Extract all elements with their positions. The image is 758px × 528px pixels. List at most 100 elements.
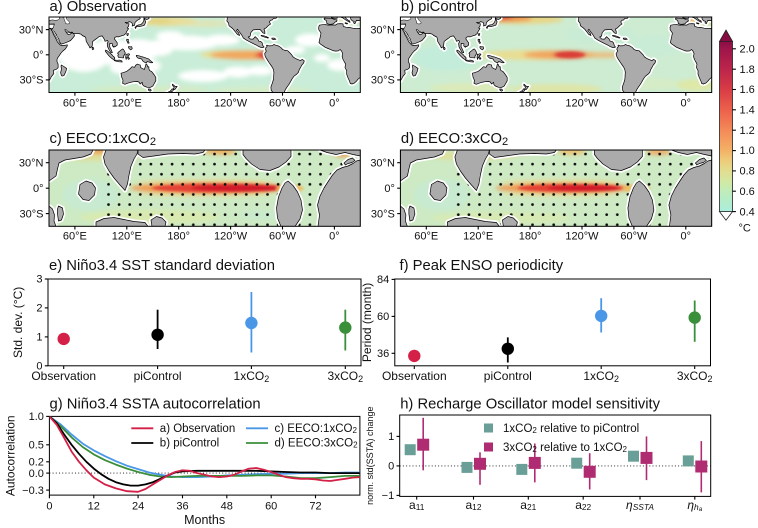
svg-text:120°W: 120°W xyxy=(214,231,248,243)
svg-text:120°W: 120°W xyxy=(565,231,599,243)
svg-text:180°: 180° xyxy=(519,231,542,243)
svg-text:piControl: piControl xyxy=(134,369,182,383)
svg-text:3xCO2: 3xCO2 xyxy=(327,369,363,384)
svg-text:1.6: 1.6 xyxy=(740,84,755,96)
svg-text:30°N: 30°N xyxy=(19,24,44,36)
svg-text:0: 0 xyxy=(36,361,42,373)
svg-text:b) piControl: b) piControl xyxy=(401,0,477,15)
svg-text:0.5: 0.5 xyxy=(29,439,44,451)
svg-text:120°E: 120°E xyxy=(112,98,142,110)
svg-text:30°S: 30°S xyxy=(20,208,44,220)
svg-text:36: 36 xyxy=(176,501,188,513)
svg-text:f) Peak ENSO periodicity: f) Peak ENSO periodicity xyxy=(400,258,564,274)
svg-text:48: 48 xyxy=(221,501,233,513)
svg-text:1.4: 1.4 xyxy=(740,105,755,117)
svg-text:30°N: 30°N xyxy=(370,24,395,36)
svg-text:c) EECO:1xCO2: c) EECO:1xCO2 xyxy=(275,423,358,435)
svg-text:−1: −1 xyxy=(382,490,395,502)
svg-text:0: 0 xyxy=(388,461,394,473)
svg-text:1: 1 xyxy=(388,431,394,443)
svg-text:60°E: 60°E xyxy=(414,231,438,243)
svg-text:a) Observation: a) Observation xyxy=(160,423,235,435)
svg-text:Months: Months xyxy=(184,513,225,527)
svg-text:60°W: 60°W xyxy=(620,98,648,110)
svg-text:1: 1 xyxy=(36,332,42,344)
svg-text:piControl: piControl xyxy=(484,369,532,383)
svg-text:72: 72 xyxy=(309,501,321,513)
svg-text:36: 36 xyxy=(377,348,389,360)
svg-text:Observation: Observation xyxy=(382,369,447,383)
svg-text:0.4: 0.4 xyxy=(740,206,755,218)
svg-text:3: 3 xyxy=(36,274,42,286)
svg-text:e) Niño3.4 SST standard deviat: e) Niño3.4 SST standard deviation xyxy=(49,258,275,274)
svg-text:ηha: ηha xyxy=(687,498,702,513)
svg-text:120°E: 120°E xyxy=(112,231,142,243)
svg-text:1.0: 1.0 xyxy=(740,145,755,157)
svg-text:d) EECO:3xCO2: d) EECO:3xCO2 xyxy=(275,438,359,450)
svg-text:a11: a11 xyxy=(409,498,425,512)
svg-text:180°: 180° xyxy=(167,231,190,243)
svg-text:3xCO2: 3xCO2 xyxy=(677,369,713,384)
svg-text:24: 24 xyxy=(132,501,144,513)
svg-text:0.6: 0.6 xyxy=(740,186,755,198)
svg-text:a22: a22 xyxy=(575,498,591,512)
svg-text:2: 2 xyxy=(36,303,42,315)
svg-text:−0.3: −0.3 xyxy=(22,485,44,497)
svg-text:1.0: 1.0 xyxy=(29,411,44,423)
svg-text:b) piControl: b) piControl xyxy=(160,438,219,450)
svg-text:d) EECO:3xCO2: d) EECO:3xCO2 xyxy=(401,131,508,148)
svg-text:84: 84 xyxy=(377,274,389,286)
svg-text:12: 12 xyxy=(88,501,100,513)
svg-text:Observation: Observation xyxy=(31,369,96,383)
svg-text:60: 60 xyxy=(377,311,389,323)
svg-text:30°S: 30°S xyxy=(371,75,395,87)
svg-text:0°: 0° xyxy=(33,183,44,195)
svg-text:120°E: 120°E xyxy=(463,98,493,110)
svg-text:0: 0 xyxy=(46,501,52,513)
svg-text:a) Observation: a) Observation xyxy=(50,0,147,15)
svg-text:30°S: 30°S xyxy=(20,75,44,87)
svg-text:1xCO2: 1xCO2 xyxy=(234,369,270,384)
svg-text:h) Recharge Oscillator model s: h) Recharge Oscillator model sensitivity xyxy=(400,397,660,413)
svg-text:0.0: 0.0 xyxy=(29,468,44,480)
svg-text:60°E: 60°E xyxy=(63,98,87,110)
svg-text:30°N: 30°N xyxy=(370,157,395,169)
svg-text:°C: °C xyxy=(739,223,751,235)
svg-text:30°S: 30°S xyxy=(371,208,395,220)
svg-text:60°E: 60°E xyxy=(414,98,438,110)
svg-text:120°W: 120°W xyxy=(214,98,248,110)
svg-text:a12: a12 xyxy=(465,498,481,512)
svg-text:Std. dev. (°C): Std. dev. (°C) xyxy=(11,287,25,358)
svg-text:2.0: 2.0 xyxy=(740,44,755,56)
svg-text:Period (month): Period (month) xyxy=(360,283,374,362)
svg-text:1xCO2 relative to piControl: 1xCO2 relative to piControl xyxy=(503,423,639,435)
svg-text:60: 60 xyxy=(265,501,277,513)
svg-text:60°E: 60°E xyxy=(63,231,87,243)
svg-text:120°E: 120°E xyxy=(463,231,493,243)
svg-text:0°: 0° xyxy=(681,231,692,243)
svg-text:0°: 0° xyxy=(329,231,340,243)
svg-text:60°W: 60°W xyxy=(620,231,648,243)
svg-text:120°W: 120°W xyxy=(565,98,599,110)
svg-text:1.2: 1.2 xyxy=(740,125,755,137)
svg-text:norm. std(SSTA) change: norm. std(SSTA) change xyxy=(365,407,375,505)
svg-text:c) EECO:1xCO2: c) EECO:1xCO2 xyxy=(50,131,156,148)
svg-text:1.8: 1.8 xyxy=(740,64,755,76)
svg-text:180°: 180° xyxy=(167,98,190,110)
svg-text:3xCO2 relative to 1xCO2: 3xCO2 relative to 1xCO2 xyxy=(503,442,628,454)
svg-text:g) Niño3.4 SSTA autocorrelatio: g) Niño3.4 SSTA autocorrelation xyxy=(50,397,261,413)
svg-text:180°: 180° xyxy=(519,98,542,110)
svg-text:1xCO2: 1xCO2 xyxy=(583,369,619,384)
svg-text:30°N: 30°N xyxy=(19,157,44,169)
svg-text:Autocorrelation: Autocorrelation xyxy=(4,415,18,496)
svg-text:0°: 0° xyxy=(384,183,395,195)
svg-text:60°W: 60°W xyxy=(269,98,297,110)
svg-text:0°: 0° xyxy=(384,50,395,62)
svg-text:0°: 0° xyxy=(329,98,340,110)
svg-text:0.2: 0.2 xyxy=(29,457,44,469)
svg-text:ηSSTA: ηSSTA xyxy=(626,498,654,512)
svg-text:a21: a21 xyxy=(520,498,536,512)
svg-text:0.8: 0.8 xyxy=(740,166,755,178)
svg-text:60°W: 60°W xyxy=(269,231,297,243)
svg-text:0°: 0° xyxy=(33,50,44,62)
